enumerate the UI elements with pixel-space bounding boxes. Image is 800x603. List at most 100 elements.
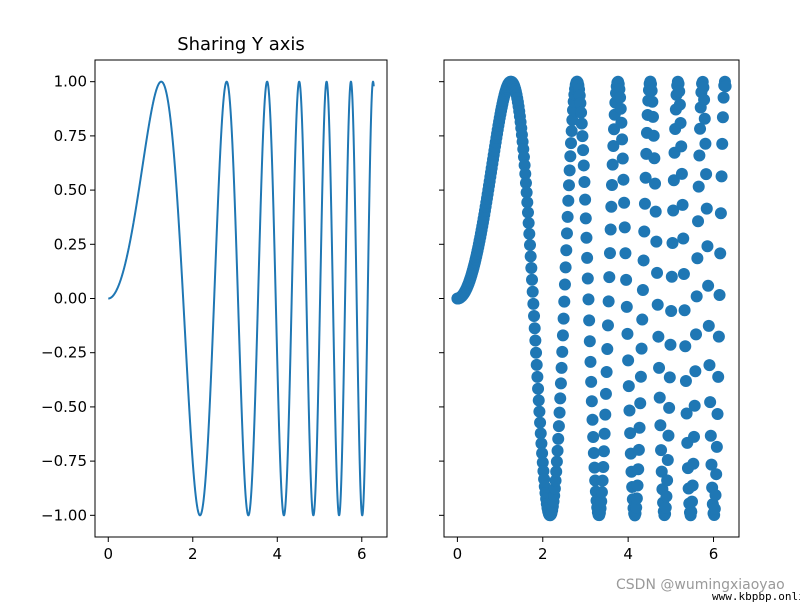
scatter-point xyxy=(528,310,541,323)
scatter-point xyxy=(630,492,643,505)
scatter-point xyxy=(679,340,692,353)
scatter-point xyxy=(531,370,544,383)
scatter-point xyxy=(666,237,679,250)
scatter-point xyxy=(520,186,533,199)
scatter-point xyxy=(685,495,698,508)
scatter-point xyxy=(530,358,543,371)
scatter-point xyxy=(685,505,698,518)
scatter-point xyxy=(604,223,617,236)
scatter-point xyxy=(620,300,633,313)
scatter-point xyxy=(687,457,700,470)
scatter-point xyxy=(524,250,537,263)
left-axes-frame xyxy=(94,59,388,538)
y-tick-label: −1.00 xyxy=(41,506,87,524)
scatter-point xyxy=(622,380,635,393)
scatter-point xyxy=(632,463,645,476)
scatter-point xyxy=(605,200,618,213)
scatter-point xyxy=(579,212,592,225)
scatter-point xyxy=(712,370,725,383)
scatter-point xyxy=(699,137,712,150)
scatter-point xyxy=(597,460,610,473)
scatter-point xyxy=(712,330,725,343)
scatter-point xyxy=(565,137,577,150)
scatter-point xyxy=(535,437,548,450)
scatter-point xyxy=(525,261,538,274)
scatter-point xyxy=(704,396,717,409)
scatter-point xyxy=(711,408,724,420)
scatter-point xyxy=(562,179,575,192)
scatter-point xyxy=(616,133,629,146)
scatter-point xyxy=(615,116,628,129)
scatter-point xyxy=(624,427,637,440)
scatter-point xyxy=(554,377,567,390)
scatter-point xyxy=(646,95,659,108)
scatter-point xyxy=(577,159,590,172)
scatter-point xyxy=(701,240,714,253)
scatter-point xyxy=(710,468,723,481)
scatter-point xyxy=(645,84,658,97)
scatter-point xyxy=(688,399,701,412)
scatter-point xyxy=(519,177,532,189)
scatter-point xyxy=(565,124,578,137)
y-tick-label: −0.75 xyxy=(41,452,87,470)
scatter-point xyxy=(680,407,693,420)
scatter-point xyxy=(653,391,666,404)
scatter-point xyxy=(560,244,573,257)
scatter-point xyxy=(631,479,644,492)
scatter-point xyxy=(519,167,532,180)
scatter-point xyxy=(560,227,573,240)
right-x-ticks: 0 2 4 6 xyxy=(453,537,718,563)
scatter-point xyxy=(636,283,649,296)
scatter-point xyxy=(623,404,636,417)
scatter-point xyxy=(704,429,717,442)
scatter-point xyxy=(552,432,565,445)
scatter-point xyxy=(524,239,536,251)
scatter-point xyxy=(550,455,563,468)
scatter-point xyxy=(555,361,568,374)
scatter-point xyxy=(717,91,730,104)
scatter-point xyxy=(675,167,688,180)
scatter-point xyxy=(597,445,610,458)
scatter-point xyxy=(577,144,590,157)
scatter-point xyxy=(618,196,631,209)
scatter-point xyxy=(580,231,593,244)
scatter-point xyxy=(587,447,600,460)
scatter-point xyxy=(665,270,678,283)
right-axes-frame xyxy=(443,59,740,538)
scatter-point xyxy=(529,334,542,347)
scatter-point xyxy=(583,335,596,348)
x-tick-label: 0 xyxy=(103,545,113,563)
scatter-point xyxy=(661,453,674,466)
y-tick-label: 0.00 xyxy=(54,290,87,308)
scatter-point xyxy=(619,247,632,260)
scatter-point xyxy=(561,210,574,223)
scatter-point xyxy=(677,267,690,280)
scatter-point xyxy=(553,406,566,419)
scatter-point xyxy=(698,112,711,125)
scatter-point xyxy=(674,117,687,130)
scatter-point xyxy=(692,215,705,228)
scatter-point xyxy=(638,225,651,238)
scatter-point xyxy=(528,322,541,335)
scatter-point xyxy=(536,456,549,469)
scatter-point xyxy=(716,111,729,124)
scatter-point xyxy=(552,420,565,433)
scatter-point xyxy=(530,346,543,359)
scatter-point xyxy=(659,501,672,514)
scatter-point xyxy=(678,304,691,317)
left-y-ticks: −1.00 −0.75 −0.50 −0.25 0.00 0.25 0.50 0.75 1.00 xyxy=(41,73,95,524)
scatter-point xyxy=(697,81,710,94)
y-tick-label: 1.00 xyxy=(54,73,87,91)
scatter-point xyxy=(581,251,594,264)
scatter-point xyxy=(651,298,664,311)
y-tick-label: 0.25 xyxy=(54,235,87,253)
scatter-point xyxy=(534,416,547,429)
scatter-point xyxy=(693,149,706,162)
x-tick-label: 6 xyxy=(357,545,367,563)
scatter-point xyxy=(607,140,620,153)
scatter-point xyxy=(532,382,545,395)
scatter-point xyxy=(633,421,646,434)
scatter-point xyxy=(600,365,613,378)
right-y-ticks xyxy=(439,81,444,516)
